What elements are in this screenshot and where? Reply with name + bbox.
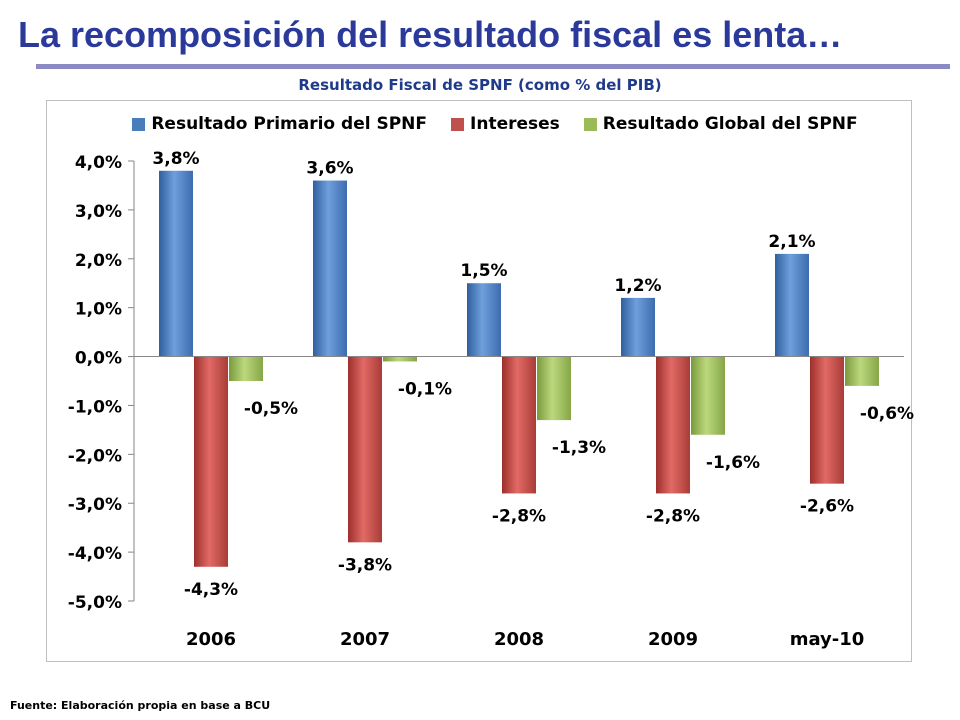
y-tick-label: 1,0% [75,300,122,320]
legend-item-primario: Resultado Primario del SPNF [132,114,427,134]
y-tick-label: 2,0% [75,251,122,271]
legend-item-global: Resultado Global del SPNF [583,114,858,134]
legend-swatch-primario [132,117,146,131]
chart-legend: Resultado Primario del SPNF Intereses Re… [110,112,880,136]
x-tick-label: may-10 [790,629,865,650]
x-tick-label: 2009 [648,629,698,650]
y-tick-label: 4,0% [75,153,122,173]
legend-swatch-global [583,117,597,131]
y-tick-label: -3,0% [68,495,122,515]
data-label: -1,6% [706,453,760,473]
source-note: Fuente: Elaboración propia en base a BCU [10,699,271,712]
bar-global [845,356,879,386]
title-rule [36,64,950,69]
y-tick-label: 3,0% [75,202,122,222]
data-label: -0,5% [244,399,298,419]
x-tick-label: 2006 [186,629,236,650]
legend-item-intereses: Intereses [451,114,560,134]
data-label: -4,3% [184,580,238,600]
legend-label-intereses: Intereses [470,114,560,134]
data-label: -2,8% [646,506,700,526]
data-label: -2,6% [800,497,854,517]
bar-primario [621,297,655,357]
bar-intereses [810,356,844,484]
slide-title: La recomposición del resultado fiscal es… [18,14,843,55]
bar-intereses [502,356,536,494]
data-label: -2,8% [492,506,546,526]
bar-global [229,356,263,381]
legend-label-primario: Resultado Primario del SPNF [151,114,428,134]
bar-intereses [656,356,690,494]
legend-label-global: Resultado Global del SPNF [602,114,858,134]
bar-primario [467,283,501,357]
data-label: 1,2% [614,276,661,296]
y-tick-label: -1,0% [68,397,122,417]
x-tick-label: 2007 [340,629,390,650]
data-label: -1,3% [552,438,606,458]
bar-global [691,356,725,435]
chart-title: Resultado Fiscal de SPNF (como % del PIB… [298,76,662,94]
data-label: 1,5% [460,261,507,281]
bar-global [537,356,571,421]
x-tick-label: 2008 [494,629,544,650]
data-label: -0,1% [398,379,452,399]
bar-primario [775,253,809,357]
legend-swatch-intereses [451,117,465,131]
data-label: 2,1% [768,232,815,252]
y-tick-label: -4,0% [68,544,122,564]
y-tick-label: -2,0% [68,446,122,466]
data-label: 3,6% [306,159,353,179]
bar-intereses [348,356,382,543]
data-label: -3,8% [338,555,392,575]
bar-primario [313,180,347,357]
y-tick-label: -5,0% [68,593,122,613]
bar-global [383,356,417,362]
y-tick-label: 0,0% [75,349,122,369]
data-label: 3,8% [152,149,199,169]
bar-intereses [194,356,228,567]
bar-primario [159,170,193,357]
data-label: -0,6% [860,404,914,424]
